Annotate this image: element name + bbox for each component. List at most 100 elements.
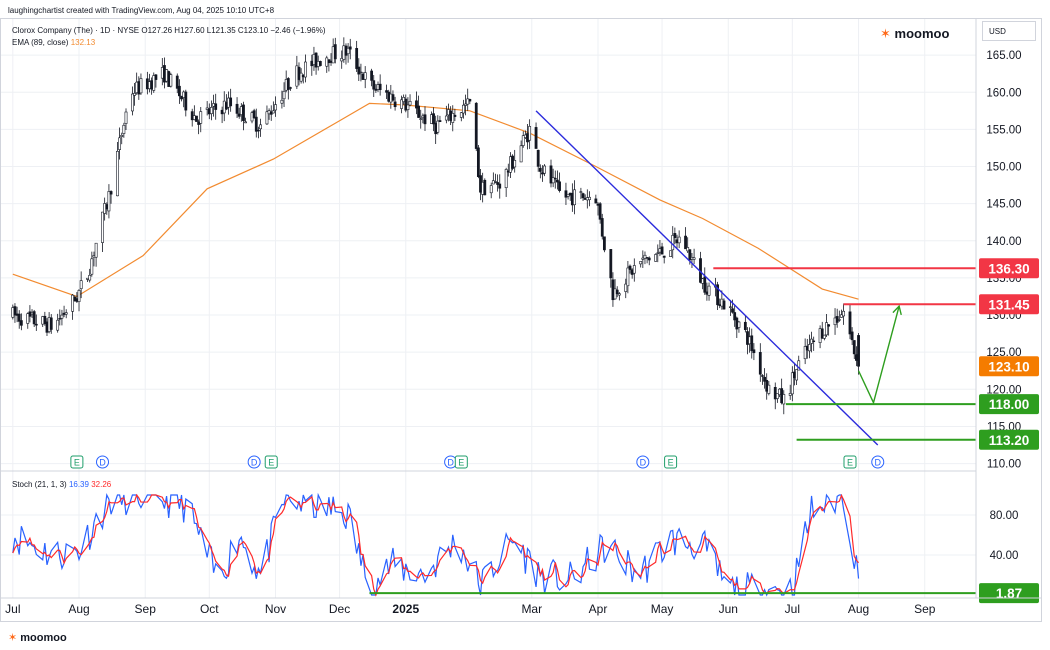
candle: [643, 254, 647, 259]
ema-legend-label: EMA (89, close): [12, 38, 69, 47]
candle: [372, 80, 376, 90]
candle: [543, 165, 546, 174]
candle: [26, 313, 30, 324]
candle: [370, 70, 374, 81]
candle: [49, 317, 53, 330]
candle: [848, 311, 852, 335]
candle: [408, 101, 412, 106]
projection-arrow-head: [892, 304, 902, 316]
candle: [265, 111, 269, 125]
candle: [131, 93, 134, 112]
candle: [154, 74, 158, 80]
candle: [101, 211, 104, 243]
time-tick-label: Jun: [719, 602, 738, 616]
candle: [419, 118, 423, 120]
event-marker-label: D: [99, 458, 106, 468]
candle: [348, 46, 352, 50]
candle: [688, 249, 692, 261]
currency-button[interactable]: USD: [982, 21, 1036, 41]
candle: [184, 91, 188, 111]
candle: [498, 183, 502, 189]
dividend-event-marker[interactable]: [247, 455, 261, 469]
level-price-tag: [979, 258, 1039, 279]
candle: [468, 98, 472, 102]
candle: [556, 179, 559, 183]
dividend-event-marker[interactable]: [871, 455, 885, 469]
candle: [602, 236, 606, 251]
brand-bottom-left-text: moomoo: [20, 632, 67, 644]
candle: [17, 313, 21, 322]
stoch-tick-label: 40.00: [990, 550, 1019, 562]
price-tick-label: 155.00: [986, 124, 1021, 136]
time-tick-label: Nov: [265, 602, 286, 616]
candle: [538, 167, 542, 172]
dividend-event-marker[interactable]: [96, 455, 110, 469]
event-marker-label: E: [458, 458, 464, 468]
candle: [632, 265, 636, 274]
stoch-tick-label: 80.00: [990, 510, 1019, 522]
candle: [417, 105, 420, 118]
earnings-event-marker[interactable]: [454, 455, 468, 469]
candle: [242, 104, 245, 121]
candle: [109, 191, 113, 195]
candle: [466, 98, 470, 105]
event-marker-label: D: [251, 458, 258, 468]
event-marker-label: D: [447, 458, 454, 468]
candle: [71, 294, 75, 312]
moomoo-logo-icon: ✶: [8, 632, 18, 644]
candle: [415, 100, 418, 109]
dividend-event-marker[interactable]: [636, 455, 650, 469]
candle: [299, 72, 303, 82]
candle: [790, 372, 794, 395]
price-tick-label: 125.00: [986, 347, 1021, 359]
candle: [444, 115, 448, 121]
candle: [656, 252, 660, 254]
candle: [393, 101, 397, 108]
candle: [391, 94, 395, 101]
ema-line: [12, 102, 859, 300]
candles-layer: [11, 37, 860, 415]
candle: [88, 274, 92, 281]
event-marker-label: E: [268, 458, 274, 468]
stochastic-layer: [12, 492, 976, 597]
earnings-event-marker[interactable]: [70, 455, 84, 469]
candle: [519, 145, 523, 163]
earnings-event-marker[interactable]: [843, 455, 857, 469]
candle: [558, 181, 561, 191]
candle: [662, 255, 666, 258]
time-tick-label: Sep: [914, 602, 936, 616]
level-price-tag-label: 118.00: [989, 397, 1030, 412]
stoch-d-value: 32.26: [91, 480, 112, 489]
time-tick-label: Mar: [521, 602, 542, 616]
stoch-legend-label: Stoch (21, 1, 3): [12, 480, 67, 489]
candle: [64, 312, 68, 315]
earnings-event-marker[interactable]: [264, 455, 278, 469]
time-tick-label: Oct: [200, 602, 219, 616]
candle: [254, 116, 258, 132]
candle: [737, 321, 741, 328]
candle: [271, 110, 275, 114]
time-tick-label: Jul: [5, 602, 20, 616]
candle: [553, 177, 557, 180]
candle: [761, 375, 764, 377]
price-tick-label: 160.00: [986, 87, 1021, 99]
candle: [581, 193, 585, 199]
candle: [378, 83, 382, 91]
candle: [812, 340, 816, 342]
candle: [43, 315, 47, 324]
candle: [716, 284, 719, 306]
candle: [609, 249, 613, 279]
candle: [94, 242, 98, 258]
candle: [289, 87, 292, 89]
candle: [743, 321, 747, 330]
candle: [60, 314, 64, 319]
candle: [34, 323, 38, 326]
candle: [598, 203, 602, 220]
earnings-event-marker[interactable]: [664, 455, 678, 469]
candle: [229, 97, 233, 107]
candle: [673, 233, 677, 239]
candle: [257, 129, 260, 132]
candle: [647, 257, 651, 261]
candle: [333, 44, 337, 60]
